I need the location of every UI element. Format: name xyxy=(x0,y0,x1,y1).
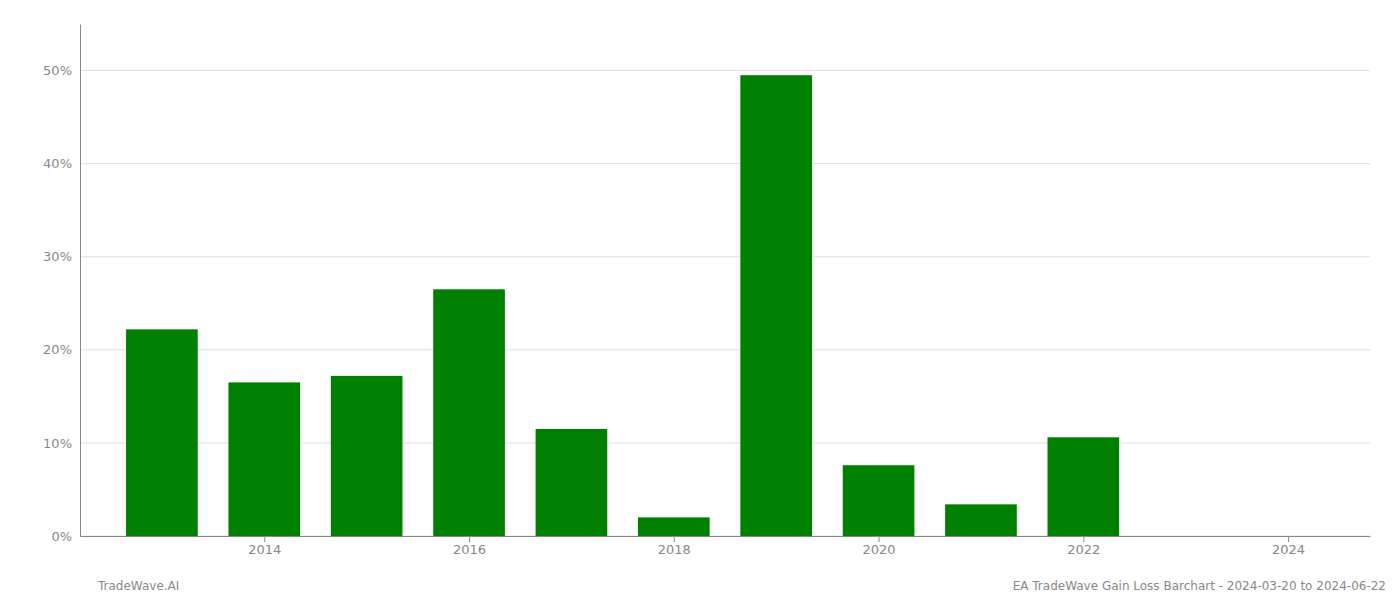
bar xyxy=(1150,536,1222,537)
bar xyxy=(228,382,300,536)
y-tick-label: 30% xyxy=(43,249,72,264)
footer-left: TradeWave.AI xyxy=(97,579,179,593)
bar xyxy=(331,376,403,536)
x-tick: 2016 xyxy=(453,536,486,557)
x-tick: 2022 xyxy=(1067,536,1100,557)
y-tick: 0% xyxy=(51,529,80,544)
x-tick-mark xyxy=(1288,536,1289,542)
x-axis-line xyxy=(81,536,1371,537)
bar xyxy=(638,517,710,536)
y-tick-label: 0% xyxy=(51,529,72,544)
x-tick-label: 2022 xyxy=(1067,542,1100,557)
y-tick-label: 40% xyxy=(43,156,72,171)
y-axis: 0% 10% 20% 30% 40% 50% xyxy=(43,25,80,544)
bar xyxy=(740,75,812,536)
bar xyxy=(433,289,505,536)
chart: 2014 2016 2018 2020 2022 2024 0% 10% 20% 30% 40% 50… xyxy=(0,0,1400,600)
y-tick: 10% xyxy=(43,436,80,451)
bar xyxy=(843,465,915,536)
grid xyxy=(80,71,1370,536)
bar xyxy=(1048,437,1120,536)
y-axis-line xyxy=(80,25,81,537)
grid-line xyxy=(80,70,1370,71)
x-tick-label: 2024 xyxy=(1272,542,1305,557)
grid-line xyxy=(80,256,1370,257)
y-tick: 20% xyxy=(43,342,80,357)
x-tick-label: 2018 xyxy=(658,542,691,557)
plot-area: 2014 2016 2018 2020 2022 2024 0% 10% 20% 30% 40% 50… xyxy=(43,25,1370,558)
x-tick-label: 2014 xyxy=(248,542,281,557)
x-tick-mark xyxy=(469,536,470,542)
bar xyxy=(945,504,1017,536)
x-tick-label: 2020 xyxy=(863,542,896,557)
y-tick: 40% xyxy=(43,156,80,171)
x-tick: 2020 xyxy=(863,536,896,557)
y-tick-label: 20% xyxy=(43,342,72,357)
x-axis: 2014 2016 2018 2020 2022 2024 xyxy=(81,536,1371,557)
y-tick-label: 50% xyxy=(43,63,72,78)
x-tick: 2018 xyxy=(658,536,691,557)
x-tick-mark xyxy=(674,536,675,542)
y-tick: 30% xyxy=(43,249,80,264)
grid-line xyxy=(80,163,1370,164)
y-tick-label: 10% xyxy=(43,436,72,451)
x-tick: 2014 xyxy=(248,536,281,557)
bar xyxy=(536,429,608,536)
footer-right: EA TradeWave Gain Loss Barchart - 2024-0… xyxy=(1013,579,1386,593)
bars xyxy=(126,75,1119,536)
bar xyxy=(126,329,198,536)
x-tick-mark xyxy=(264,536,265,542)
x-tick: 2024 xyxy=(1272,536,1305,557)
x-tick-mark xyxy=(1083,536,1084,542)
x-tick-label: 2016 xyxy=(453,542,486,557)
x-tick-mark xyxy=(879,536,880,542)
y-tick: 50% xyxy=(43,63,80,78)
grid-line xyxy=(80,349,1370,350)
